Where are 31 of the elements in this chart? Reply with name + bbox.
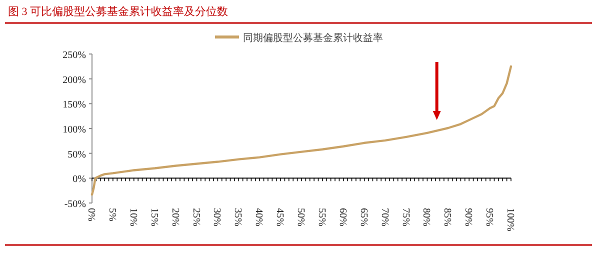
x-tick-label: 90% [462, 208, 474, 226]
x-tick-label: 100% [504, 208, 516, 232]
y-tick-label: 100% [62, 124, 86, 136]
x-tick-label: 75% [400, 208, 411, 226]
x-tick-label: 40% [253, 208, 264, 226]
y-tick-label: 50% [68, 149, 86, 160]
y-tick-label: 250% [62, 50, 86, 61]
x-tick-label: 0% [86, 208, 96, 222]
y-tick-label: 0% [72, 174, 86, 186]
x-tick-label: 80% [420, 208, 432, 226]
line-series [90, 65, 512, 196]
y-tick-label: -50% [64, 199, 86, 210]
x-tick-label: 60% [336, 208, 348, 226]
x-tick-label: 30% [211, 208, 222, 226]
x-tick-label: 10% [127, 208, 138, 226]
x-tick-label: 25% [190, 208, 202, 226]
chart-title: 图 3 可比偏股型公募基金累计收益率及分位数 [8, 5, 228, 18]
y-tick-label: 150% [62, 100, 86, 111]
x-tick-label: 70% [378, 208, 390, 226]
x-tick-label: 20% [169, 208, 180, 226]
x-tick-label: 95% [484, 208, 495, 226]
x-tick-label: 65% [358, 208, 369, 226]
x-tick-label: 5% [106, 208, 118, 222]
x-tick-label: 35% [232, 208, 244, 226]
x-tick-label: 85% [442, 208, 453, 226]
y-tick-label: 200% [62, 74, 86, 86]
x-tick-label: 50% [295, 208, 306, 226]
x-tick-label: 45% [274, 208, 286, 226]
x-tick-label: 15% [148, 208, 160, 226]
x-tick-label: 55% [316, 208, 327, 226]
legend-label: 同期偏股型公募基金累计收益率 [243, 32, 383, 44]
